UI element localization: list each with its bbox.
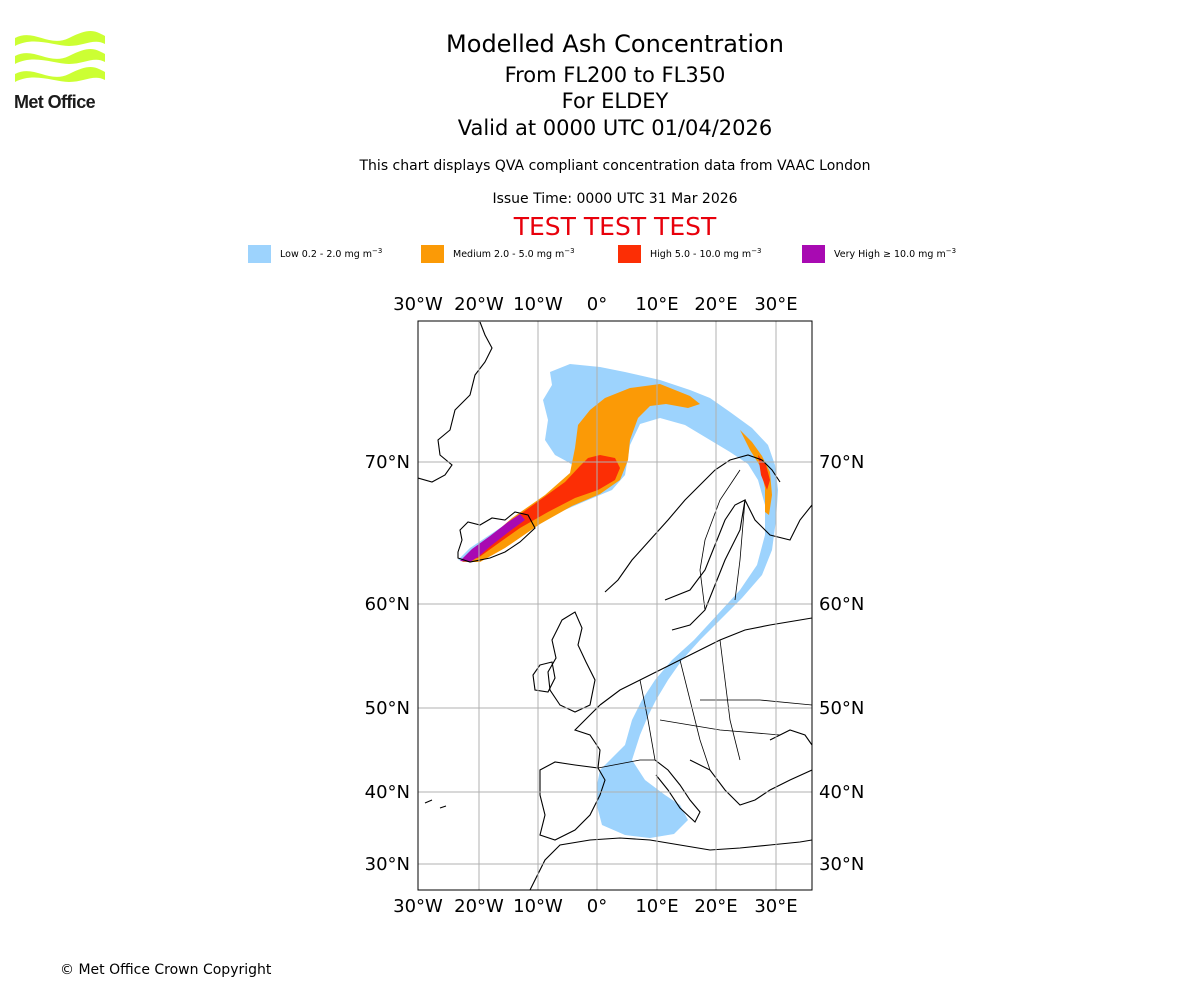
legend-item-medium: Medium 2.0 - 5.0 mg m−3 [421, 244, 575, 264]
lon-tick-top-4: 10°E [635, 294, 678, 315]
legend-name-high: High [650, 249, 672, 261]
chart-description: This chart displays QVA compliant concen… [359, 158, 871, 174]
legend-range-medium: 2.0 - 5.0 mg m [494, 249, 565, 261]
tick-labels: 30°W 30°W 20°W 20°W 10°W 10°W 0° 0° 10°E 10°E 20°E… [365, 294, 865, 917]
legend-exp-low: −3 [372, 247, 383, 256]
gridlines [418, 321, 812, 890]
chart-title: Modelled Ash Concentration [446, 30, 784, 58]
lat-tick-left-2: 50°N [365, 698, 410, 719]
lon-tick-bottom-2: 10°W [513, 896, 563, 917]
map-frame [417, 320, 813, 891]
lon-tick-bottom-1: 20°W [454, 896, 504, 917]
lon-tick-top-2: 10°W [513, 294, 563, 315]
test-banner: TEST TEST TEST [513, 212, 717, 241]
flight-levels: From FL200 to FL350 [504, 63, 726, 87]
coast-finland [744, 499, 812, 541]
legend-exp-very-high: −3 [945, 247, 957, 256]
lon-tick-bottom-6: 30°E [754, 896, 797, 917]
coast-norway [604, 454, 781, 593]
legend-item-very-high: Very High ≥ 10.0 mg m−3 [802, 244, 956, 264]
lat-tick-right-1: 60°N [819, 594, 864, 615]
coast-ireland [532, 661, 556, 693]
lon-tick-bottom-4: 10°E [635, 896, 678, 917]
legend-swatch-medium [421, 245, 444, 263]
valid-time: Valid at 0000 UTC 01/04/2026 [457, 116, 773, 140]
copyright: © Met Office Crown Copyright [60, 962, 272, 978]
legend-swatch-low [248, 245, 271, 263]
lon-tick-top-6: 30°E [754, 294, 797, 315]
logo-text: Met Office [14, 92, 96, 112]
legend-item-low: Low 0.2 - 2.0 mg m−3 [248, 244, 382, 264]
coast-africa [529, 837, 812, 890]
ash-very-high-area [460, 514, 525, 562]
ash-high-area-east [758, 455, 770, 490]
lat-tick-right-2: 50°N [819, 698, 864, 719]
lat-tick-left-1: 60°N [365, 594, 410, 615]
coast-france [573, 704, 601, 769]
country-borders [597, 469, 812, 771]
coast-continent-north [599, 617, 812, 706]
lon-tick-top-3: 0° [587, 294, 607, 315]
legend-swatch-high [618, 245, 641, 263]
lat-tick-right-4: 30°N [819, 854, 864, 875]
legend-swatch-very-high [802, 245, 825, 263]
legend-range-low: 0.2 - 2.0 mg m [301, 249, 373, 261]
lon-tick-bottom-3: 0° [587, 896, 607, 917]
lat-tick-left-0: 70°N [365, 452, 410, 473]
legend-name-medium: Medium [453, 249, 491, 261]
lon-tick-top-5: 20°E [694, 294, 737, 315]
legend-name-very-high: Very High [834, 249, 880, 261]
lat-tick-left-3: 40°N [365, 782, 410, 803]
coast-iceland [457, 511, 536, 563]
coast-balkans [689, 759, 812, 806]
lon-tick-bottom-0: 30°W [393, 896, 443, 917]
coast-canaries [424, 799, 447, 809]
lat-tick-right-0: 70°N [819, 452, 864, 473]
met-office-logo: Met Office [14, 30, 109, 112]
map-area [418, 321, 812, 890]
issue-time: Issue Time: 0000 UTC 31 Mar 2026 [492, 191, 738, 207]
lat-tick-left-4: 30°N [365, 854, 410, 875]
lon-tick-top-0: 30°W [393, 294, 443, 315]
lon-tick-top-1: 20°W [454, 294, 504, 315]
lon-tick-bottom-5: 20°E [694, 896, 737, 917]
region-name: For ELDEY [561, 89, 669, 113]
concentration-legend: Low 0.2 - 2.0 mg m−3 Medium 2.0 - 5.0 mg… [0, 244, 1200, 264]
coast-greenland [418, 321, 493, 483]
coast-iberia [539, 761, 606, 841]
legend-item-high: High 5.0 - 10.0 mg m−3 [618, 244, 762, 264]
legend-exp-high: −3 [751, 247, 762, 256]
legend-range-high: 5.0 - 10.0 mg m [674, 249, 752, 261]
legend-range-very-high: ≥ 10.0 mg m [883, 249, 946, 261]
legend-exp-medium: −3 [564, 247, 575, 256]
met-office-waves-icon [15, 31, 105, 82]
legend-name-low: Low [280, 249, 299, 261]
lat-tick-right-3: 40°N [819, 782, 864, 803]
coast-italy [654, 759, 701, 823]
